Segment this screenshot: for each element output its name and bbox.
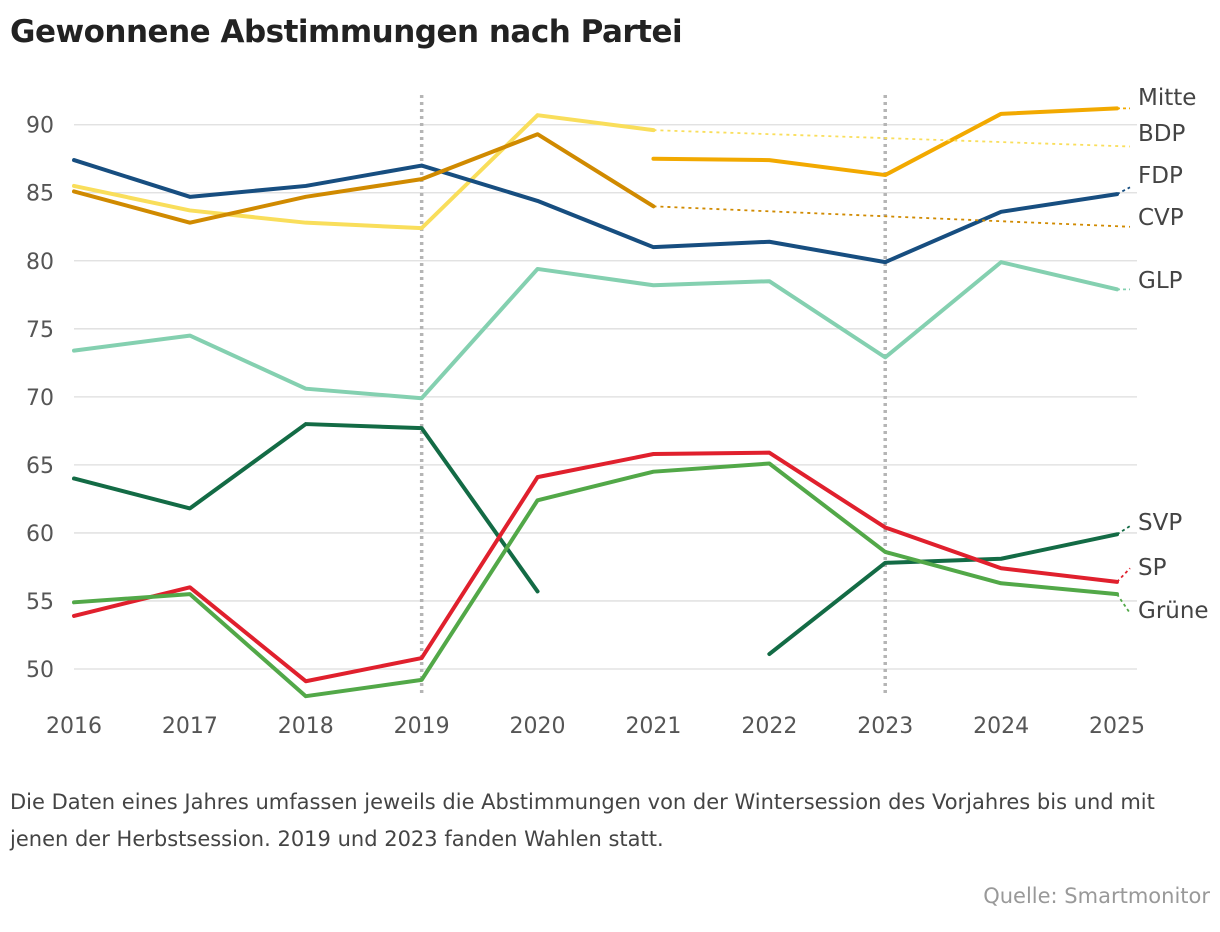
y-tick-label: 50 <box>26 658 54 683</box>
series-line-mitte <box>651 106 1119 178</box>
series-line-svp <box>767 532 1119 657</box>
grid-lines <box>74 124 1137 670</box>
footnote: Die Daten eines Jahres umfassen jeweils … <box>10 790 1155 851</box>
y-tick-label: 65 <box>26 454 54 479</box>
series-extension-svp <box>1116 525 1131 536</box>
series-extension-fdp <box>1116 186 1131 195</box>
x-tick-label: 2022 <box>741 714 797 739</box>
y-tick-label: 80 <box>26 250 54 275</box>
series-label-svp: SVP <box>1138 510 1182 536</box>
x-tick-label: 2018 <box>278 714 334 739</box>
chart-title: Gewonnene Abstimmungen nach Partei <box>10 14 683 50</box>
x-tick-label: 2019 <box>394 714 450 739</box>
series-label-mitte: Mitte <box>1138 85 1196 111</box>
series-label-sp: SP <box>1138 555 1167 581</box>
series-label-gruene: Grüne <box>1138 598 1209 624</box>
x-tick-label: 2021 <box>625 714 681 739</box>
series-line-sp <box>72 450 1119 684</box>
election-year-markers <box>419 95 887 696</box>
x-tick-label: 2016 <box>46 714 102 739</box>
series-line-gruene <box>72 461 1119 699</box>
series-extension-sp <box>1116 567 1131 583</box>
series-label-bdp: BDP <box>1138 121 1185 147</box>
series-line-bdp <box>72 113 656 231</box>
series-line-glp <box>72 260 1119 401</box>
series-line-cvp <box>72 132 656 225</box>
x-tick-label: 2024 <box>973 714 1029 739</box>
y-tick-label: 55 <box>26 590 54 615</box>
y-tick-label: 60 <box>26 522 54 547</box>
series-label-fdp: FDP <box>1138 163 1183 189</box>
series-lines <box>72 106 1131 699</box>
series-extension-cvp <box>653 205 1131 228</box>
x-tick-label: 2025 <box>1089 714 1145 739</box>
series-line-svp <box>72 422 540 594</box>
series-label-glp: GLP <box>1138 268 1183 294</box>
series-label-cvp: CVP <box>1138 205 1184 231</box>
y-tick-label: 70 <box>26 386 54 411</box>
x-tick-label: 2017 <box>162 714 218 739</box>
x-tick-label: 2020 <box>510 714 566 739</box>
y-tick-label: 75 <box>26 318 54 343</box>
series-line-fdp <box>72 158 1119 265</box>
series-extension-bdp <box>653 129 1131 148</box>
y-tick-label: 85 <box>26 182 54 207</box>
series-labels: Mitte BDP FDP CVP GLP SVP SP Grüne <box>1138 85 1209 624</box>
y-tick-label: 90 <box>26 114 54 139</box>
series-extension-gruene <box>1116 593 1131 614</box>
x-axis: 2016 2017 2018 2019 2020 2021 2022 2023 2024 2025 <box>46 714 1145 739</box>
x-tick-label: 2023 <box>857 714 913 739</box>
source-credit: Quelle: Smartmonitor <box>983 884 1210 908</box>
y-axis: 50 55 60 65 70 75 80 85 90 <box>26 114 54 683</box>
